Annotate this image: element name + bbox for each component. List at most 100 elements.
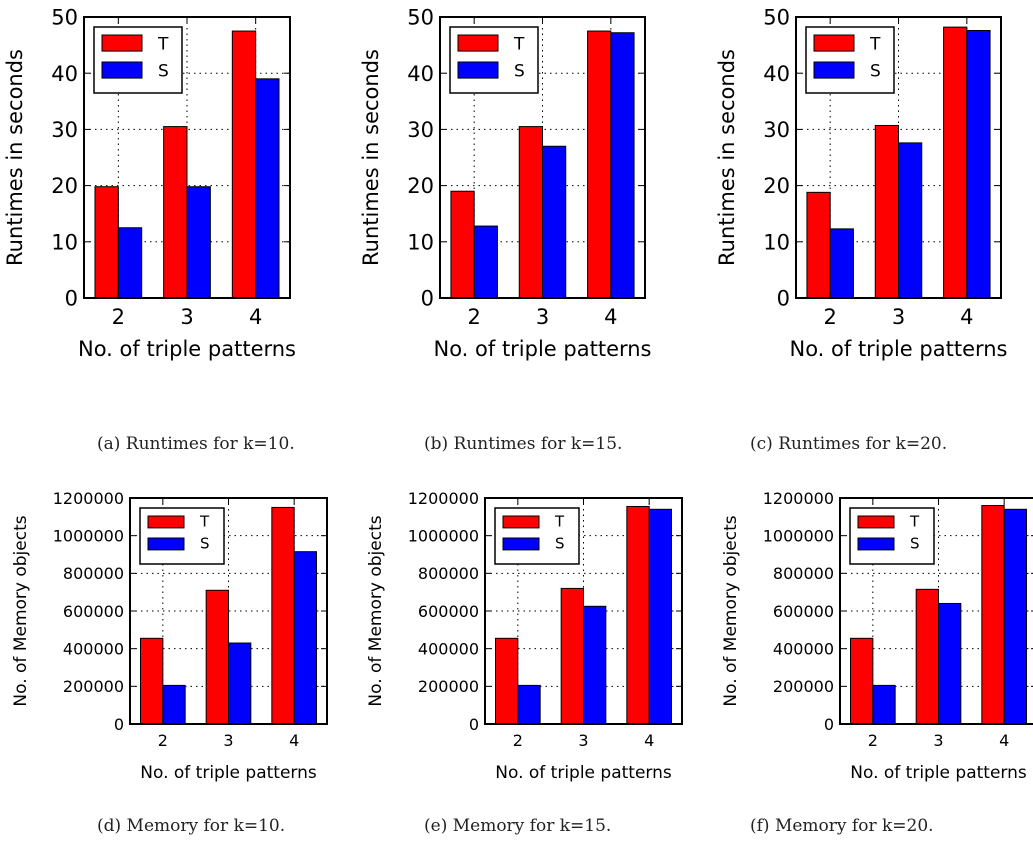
bar-T-4 — [231, 30, 257, 299]
bar-S-3 — [583, 605, 607, 725]
y-tick-label: 10 — [763, 230, 790, 254]
bar-T-2 — [140, 637, 164, 725]
legend-swatch-S — [813, 61, 855, 79]
legend-swatch-S — [101, 61, 143, 79]
legend-label-T: T — [199, 513, 210, 531]
y-axis-label: No. of Memory objects — [721, 515, 741, 706]
y-tick-label: 10 — [407, 230, 434, 254]
y-tick-label: 800000 — [773, 564, 834, 583]
x-tick-label: 4 — [644, 731, 654, 750]
x-axis-label: No. of triple patterns — [495, 763, 672, 783]
bar-S-4 — [648, 508, 672, 725]
bar-T-4 — [271, 506, 295, 725]
x-axis-label: No. of triple patterns — [789, 337, 1007, 361]
x-tick-label: 3 — [892, 305, 905, 329]
legend-label-T: T — [554, 513, 565, 531]
chart-panel-3: 0 200000 400000 600000 800000 1000000 1200000 2… — [11, 489, 328, 783]
y-tick-label: 0 — [421, 287, 434, 311]
y-tick-label: 600000 — [63, 602, 124, 621]
bar-S-4 — [255, 78, 280, 299]
bar-S-4 — [293, 551, 317, 725]
bar-T-4 — [587, 30, 612, 299]
y-tick-label: 10 — [51, 230, 78, 254]
y-tick-label: 1000000 — [408, 526, 479, 545]
bar-T-3 — [915, 588, 940, 725]
bar-S-2 — [517, 684, 541, 725]
x-axis-label: No. of triple patterns — [850, 763, 1027, 783]
y-tick-label: 200000 — [773, 677, 834, 696]
bar-S-2 — [117, 227, 143, 299]
y-tick-label: 40 — [763, 62, 790, 86]
x-axis-label: No. of triple patterns — [140, 763, 317, 783]
y-tick-label: 600000 — [773, 602, 834, 621]
x-tick-label: 4 — [999, 731, 1009, 750]
caption-c: (c) Runtimes for k=20. — [750, 434, 948, 454]
y-tick-label: 1000000 — [763, 526, 834, 545]
x-tick-label: 3 — [933, 731, 943, 750]
y-axis-label: Runtimes in seconds — [715, 49, 739, 266]
legend-label-S: S — [910, 535, 920, 553]
legend-label-S: S — [514, 61, 525, 81]
x-tick-label: 2 — [823, 305, 836, 329]
legend-label-T: T — [869, 34, 881, 54]
y-axis-label: No. of Memory objects — [11, 515, 31, 706]
y-tick-label: 50 — [51, 6, 78, 30]
legend-label-T: T — [157, 34, 169, 54]
bar-T-2 — [94, 186, 119, 299]
bar-S-4 — [610, 32, 635, 299]
legend-swatch-S — [457, 61, 499, 79]
chart-panel-1: 0 10 20 30 40 50 2 3 4 No. of triple patterns Runt… — [359, 6, 652, 361]
legend-label-S: S — [870, 61, 881, 81]
bar-S-2 — [473, 225, 498, 299]
y-tick-label: 400000 — [418, 639, 479, 658]
y-tick-label: 800000 — [63, 564, 124, 583]
bar-T-2 — [495, 637, 519, 725]
y-tick-label: 800000 — [418, 564, 479, 583]
y-axis-label: Runtimes in seconds — [3, 49, 27, 266]
bar-T-4 — [626, 505, 650, 725]
x-tick-label: 2 — [467, 305, 480, 329]
legend-label-T: T — [513, 34, 525, 54]
y-tick-label: 400000 — [773, 639, 834, 658]
y-tick-label: 0 — [824, 715, 834, 734]
bar-T-4 — [943, 26, 968, 299]
x-tick-label: 2 — [868, 731, 878, 750]
y-axis-label: Runtimes in seconds — [359, 49, 383, 266]
legend-label-S: S — [555, 535, 565, 553]
chart-panel-5: 0 200000 400000 600000 800000 1000000 1200000 2… — [721, 489, 1033, 783]
legend-swatch-S — [502, 537, 540, 551]
y-tick-label: 40 — [407, 62, 434, 86]
bar-S-2 — [162, 684, 186, 725]
y-tick-label: 0 — [469, 715, 479, 734]
y-tick-label: 1200000 — [408, 489, 479, 508]
bar-T-3 — [560, 587, 585, 725]
legend-swatch-T — [147, 515, 185, 529]
bar-S-3 — [898, 142, 923, 299]
x-tick-label: 3 — [578, 731, 588, 750]
bar-S-4 — [1003, 508, 1027, 725]
y-tick-label: 40 — [51, 62, 78, 86]
x-tick-label: 3 — [223, 731, 233, 750]
legend-swatch-T — [101, 34, 143, 52]
y-tick-label: 200000 — [418, 677, 479, 696]
y-tick-label: 20 — [763, 174, 790, 198]
legend-label-T: T — [909, 513, 920, 531]
y-tick-label: 50 — [407, 6, 434, 30]
chart-panel-0: 0 10 20 30 40 50 2 3 4 No. of triple patterns Runt… — [3, 6, 296, 361]
bar-S-2 — [872, 684, 896, 725]
x-tick-label: 2 — [158, 731, 168, 750]
bar-S-3 — [186, 186, 211, 299]
y-tick-label: 20 — [407, 174, 434, 198]
caption-a: (a) Runtimes for k=10. — [97, 434, 295, 454]
caption-b: (b) Runtimes for k=15. — [424, 434, 623, 454]
y-tick-label: 200000 — [63, 677, 124, 696]
bar-T-4 — [981, 505, 1005, 725]
x-tick-label: 2 — [513, 731, 523, 750]
y-tick-label: 1200000 — [53, 489, 124, 508]
legend-swatch-S — [857, 537, 895, 551]
bar-S-3 — [542, 145, 567, 299]
bar-S-3 — [938, 602, 962, 725]
y-tick-label: 1200000 — [763, 489, 834, 508]
